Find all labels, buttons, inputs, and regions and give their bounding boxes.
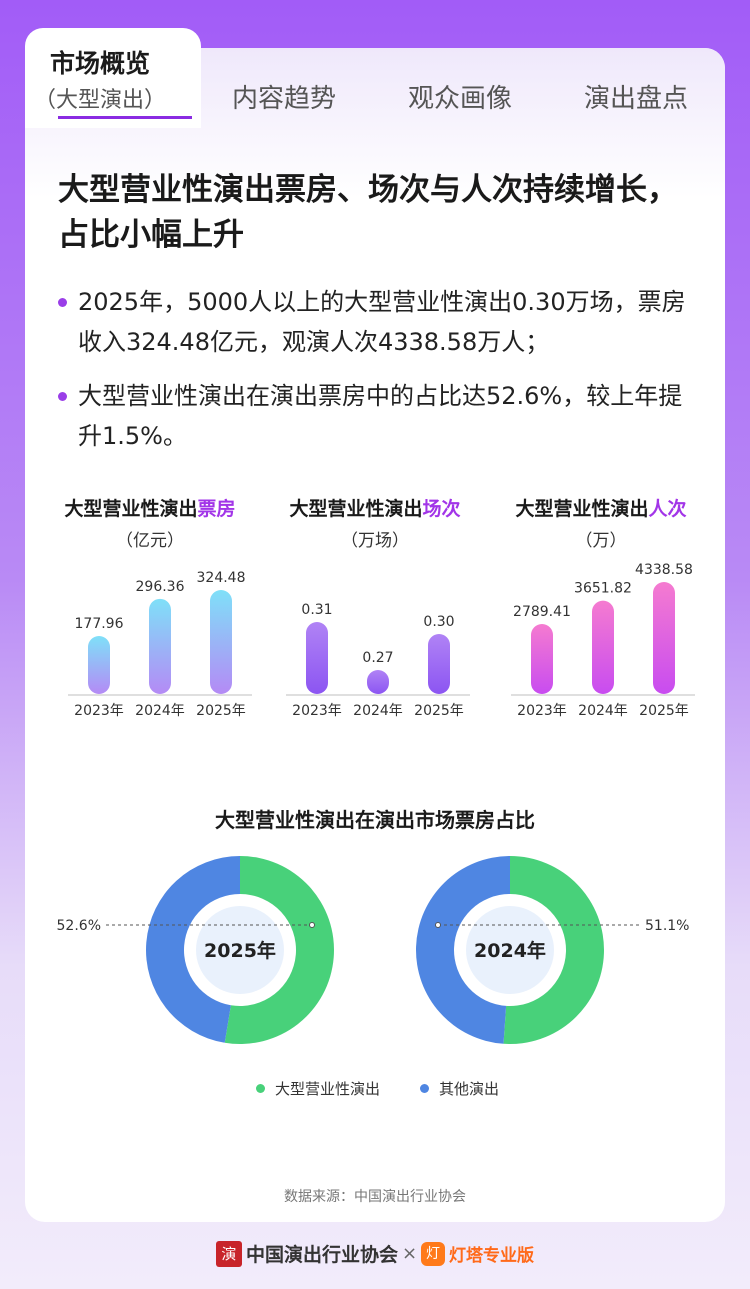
legend-label: 其他演出 <box>439 1080 500 1098</box>
bullet-item: 大型营业性演出在演出票房中的占比达52.6%，较上年提升1.5%。 <box>58 376 698 456</box>
box-office-category-label: 2025年 <box>196 703 246 719</box>
attendance-chart-title: 大型营业性演出人次 <box>515 498 687 520</box>
legend-item-large-shows: 大型营业性演出 <box>256 1078 380 1099</box>
donut-slice-large-shows <box>503 856 604 1044</box>
box-office-bar <box>149 598 171 694</box>
bullet-dot <box>58 298 67 307</box>
box-office-unit: （亿元） <box>116 531 184 551</box>
legend-label: 大型营业性演出 <box>275 1080 381 1098</box>
attendance-value-label: 4338.58 <box>635 562 693 578</box>
attendance-category-label: 2024年 <box>578 703 628 719</box>
attendance-bar <box>592 600 614 694</box>
attendance-unit: （万） <box>575 531 627 551</box>
donut-leader-dot <box>309 922 315 928</box>
shows-value-label: 0.27 <box>362 650 393 666</box>
page-headline: 大型营业性演出票房、场次与人次持续增长，占比小幅上升 <box>58 172 678 253</box>
shows-category-label: 2025年 <box>414 703 464 719</box>
association-seal-icon: 演 <box>215 1240 242 1267</box>
donut-center-label: 2024年 <box>474 939 546 962</box>
shows-value-label: 0.31 <box>301 602 332 618</box>
legend-swatch <box>256 1084 265 1093</box>
shows-unit: （万场） <box>341 531 409 551</box>
box-office-category-label: 2023年 <box>74 703 124 719</box>
shows-bar <box>428 634 450 694</box>
box-office-chart-title: 大型营业性演出票房 <box>64 498 236 520</box>
box-office-category-label: 2024年 <box>135 703 185 719</box>
tab-audience-profile[interactable]: 观众画像 <box>408 84 513 114</box>
box-office-value-label: 177.96 <box>75 616 124 632</box>
donut-center-label: 2025年 <box>204 939 276 962</box>
tab-show-review[interactable]: 演出盘点 <box>584 84 689 114</box>
donut-slice-other-shows <box>145 856 240 1043</box>
association-name: 中国演出行业协会 <box>245 1244 398 1266</box>
shows-bar <box>367 670 389 694</box>
donut-slice-large-shows <box>224 856 334 1044</box>
tab-market-overview-sub: （大型演出） <box>33 88 166 113</box>
box-office-bar <box>210 590 232 694</box>
legend-swatch <box>420 1084 429 1093</box>
donut-percent-label: 52.6% <box>57 918 101 934</box>
attendance-bar <box>531 624 553 694</box>
bullet-text: 2025年，5000人以上的大型营业性演出0.30万场，票房收入324.48亿元… <box>78 288 686 356</box>
collab-separator: × <box>401 1243 418 1264</box>
lighthouse-logo-icon: 灯 <box>421 1241 446 1266</box>
box-office-bar <box>88 636 110 694</box>
lighthouse-brand-name: 灯塔专业版 <box>449 1246 535 1266</box>
attendance-category-label: 2023年 <box>517 703 567 719</box>
shows-category-label: 2024年 <box>353 703 403 719</box>
bullet-item: 2025年，5000人以上的大型营业性演出0.30万场，票房收入324.48亿元… <box>58 282 698 362</box>
tab-market-overview-label: 市场概览 <box>49 49 150 78</box>
donut-center-disc <box>466 906 554 994</box>
bullet-dot <box>58 392 67 401</box>
shows-bar <box>306 622 328 694</box>
donut-leader-dot <box>435 922 441 928</box>
donut-percent-label: 51.1% <box>645 918 689 934</box>
attendance-value-label: 3651.82 <box>574 581 632 597</box>
footer-brand-bar: 演中国演出行业协会 × 灯灯塔专业版 <box>0 1240 750 1274</box>
donut-section-title: 大型营业性演出在演出市场票房占比 <box>215 808 535 832</box>
tab-content-trends[interactable]: 内容趋势 <box>232 84 337 114</box>
tab-market-overview[interactable]: 市场概览 （大型演出） <box>25 28 201 128</box>
box-office-value-label: 296.36 <box>136 579 185 595</box>
donut-slice-other-shows <box>415 856 510 1044</box>
shows-category-label: 2023年 <box>292 703 342 719</box>
attendance-category-label: 2025年 <box>639 703 689 719</box>
donut-center-disc <box>196 906 284 994</box>
attendance-bar <box>653 582 675 694</box>
shows-value-label: 0.30 <box>423 614 454 630</box>
shows-chart-title: 大型营业性演出场次 <box>289 498 461 520</box>
data-source: 数据来源：中国演出行业协会 <box>284 1189 466 1205</box>
attendance-value-label: 2789.41 <box>513 604 571 620</box>
box-office-value-label: 324.48 <box>197 570 246 586</box>
legend-item-other-shows: 其他演出 <box>420 1078 499 1099</box>
bullet-text: 大型营业性演出在演出票房中的占比达52.6%，较上年提升1.5%。 <box>78 382 683 450</box>
active-tab-underline <box>58 116 192 119</box>
